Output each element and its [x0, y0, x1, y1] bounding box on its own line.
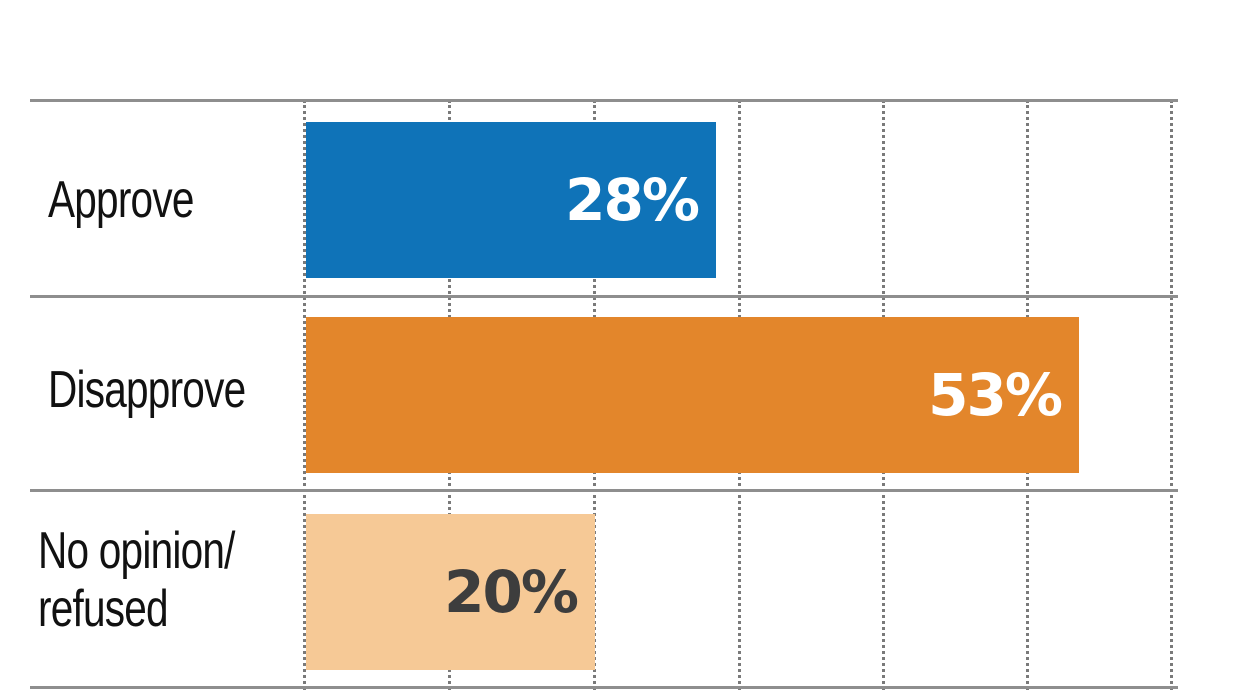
gridline-0 [303, 100, 306, 690]
row-divider-top [30, 99, 1178, 102]
category-label-no-opinion: No opinion/ refused [38, 522, 235, 638]
row-divider-2 [30, 489, 1178, 492]
bar-approve: 28% [306, 122, 716, 278]
bar-disapprove: 53% [306, 317, 1079, 473]
row-divider-1 [30, 295, 1178, 298]
gridline-60 [1170, 100, 1173, 690]
row-divider-bottom [30, 686, 1178, 689]
bar-value-approve: 28% [565, 166, 700, 234]
bar-value-no-opinion: 20% [444, 558, 579, 626]
category-label-approve: Approve [48, 171, 194, 229]
chart-title: homosexual behavior? [36, 0, 557, 16]
category-label-no-opinion-line-1: No opinion/ [38, 522, 235, 580]
category-label-no-opinion-line-2: refused [38, 580, 169, 638]
category-label-disapprove: Disapprove [48, 361, 246, 419]
chart-title-line-2: homosexual behavior? [36, 0, 557, 16]
bar-value-disapprove: 53% [928, 361, 1063, 429]
bar-no-opinion: 20% [306, 514, 595, 670]
